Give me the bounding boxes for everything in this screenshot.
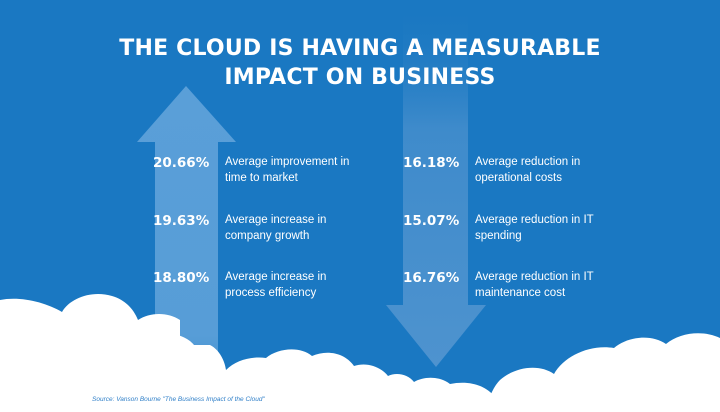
stat-description: Average reduction in operational costs xyxy=(475,154,605,186)
source-citation: Source: Vanson Bourne "The Business Impa… xyxy=(92,396,265,403)
page-title: THE CLOUD IS HAVING A MEASURABLE IMPACT … xyxy=(0,34,720,92)
stat-description: Average increase in process efficiency xyxy=(225,269,355,301)
stat-value: 18.80% xyxy=(153,270,210,286)
stat-process-efficiency: 18.80% Average increase in process effic… xyxy=(153,269,355,301)
stat-value: 19.63% xyxy=(153,213,210,229)
stat-description-line: Average reduction in IT xyxy=(475,271,594,283)
stat-value: 20.66% xyxy=(153,155,210,171)
stat-company-growth: 19.63% Average increase in company growt… xyxy=(153,212,355,244)
stat-description: Average reduction in IT maintenance cost xyxy=(475,269,605,301)
stat-description-line: operational costs xyxy=(475,172,562,184)
clouds-icon xyxy=(0,293,720,412)
stat-description-line: Average reduction in xyxy=(475,156,581,168)
title-line-2: IMPACT ON BUSINESS xyxy=(224,65,496,90)
stat-value: 15.07% xyxy=(403,213,460,229)
stat-description-line: Average increase in xyxy=(225,214,327,226)
stat-description-line: time to market xyxy=(225,172,298,184)
stat-description: Average improvement in time to market xyxy=(225,154,355,186)
stat-description: Average increase in company growth xyxy=(225,212,355,244)
title-line-1: THE CLOUD IS HAVING A MEASURABLE xyxy=(119,36,601,61)
stat-description-line: maintenance cost xyxy=(475,287,566,299)
stat-it-spending: 15.07% Average reduction in IT spending xyxy=(403,212,605,244)
stat-description-line: Average reduction in IT xyxy=(475,214,594,226)
stat-description-line: spending xyxy=(475,230,522,242)
up-arrow-icon xyxy=(137,86,236,380)
stat-description-line: process efficiency xyxy=(225,287,317,299)
stat-description-line: company growth xyxy=(225,230,310,242)
stat-value: 16.76% xyxy=(403,270,460,286)
stat-description: Average reduction in IT spending xyxy=(475,212,605,244)
stat-operational-costs: 16.18% Average reduction in operational … xyxy=(403,154,605,186)
stat-it-maintenance-cost: 16.76% Average reduction in IT maintenan… xyxy=(403,269,605,301)
down-arrow-icon xyxy=(386,0,486,367)
stat-time-to-market: 20.66% Average improvement in time to ma… xyxy=(153,154,355,186)
stat-description-line: Average improvement in xyxy=(225,156,350,168)
stat-value: 16.18% xyxy=(403,155,460,171)
stat-description-line: Average increase in xyxy=(225,271,327,283)
